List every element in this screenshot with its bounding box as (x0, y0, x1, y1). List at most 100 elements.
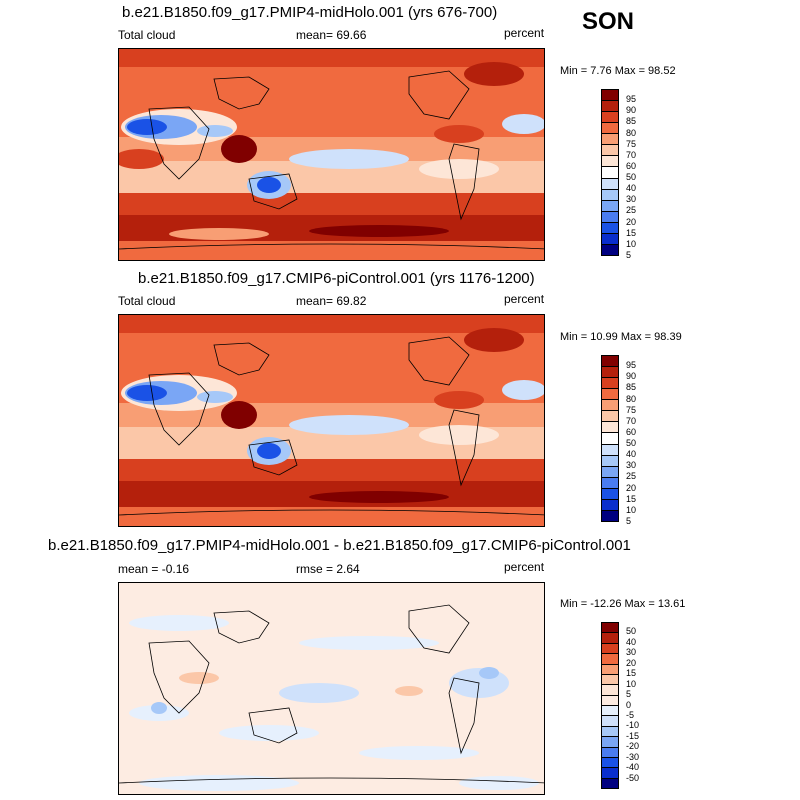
colorbar-swatch (602, 444, 618, 456)
colorbar-swatch (602, 433, 618, 445)
colorbar-swatch (602, 389, 618, 401)
colorbar-level-label: 15 (626, 227, 637, 238)
colorbar-swatch (602, 747, 618, 758)
colorbar-level-label: -15 (626, 730, 640, 741)
colorbar-level-label: 20 (626, 216, 637, 227)
colorbar-swatch (602, 477, 618, 489)
colorbar-level-label: 25 (626, 471, 637, 482)
colorbar-swatch (602, 716, 618, 727)
colorbar-level-label: 70 (626, 149, 637, 160)
colorbar-swatch (602, 167, 618, 179)
colorbar-swatch (602, 643, 618, 655)
colorbar-level-label: 80 (626, 393, 637, 404)
colorbar-level-label: -40 (626, 762, 640, 773)
colorbar-level-label: 40 (626, 449, 637, 460)
colorbar-swatch (602, 685, 618, 696)
colorbar-level-label: 0 (626, 699, 632, 710)
colorbar-level-label: 10 (626, 678, 637, 689)
panel1-units-label: percent (504, 26, 545, 40)
colorbar-level-label: 5 (626, 250, 632, 260)
colorbar-swatch (602, 695, 618, 706)
panel1-mean-label: mean= 69.66 (296, 28, 367, 42)
colorbar-level-label: 50 (626, 438, 637, 449)
colorbar-level-label: 90 (626, 105, 637, 116)
colorbar-level-label: 70 (626, 415, 637, 426)
panel1-variable-label: Total cloud (118, 28, 176, 42)
colorbar-swatch (602, 664, 618, 675)
colorbar-swatch (602, 455, 618, 467)
panel3-difference-map (118, 582, 545, 795)
colorbar-level-label: 30 (626, 647, 637, 658)
colorbar-swatch (602, 145, 618, 157)
panel1-minmax: Min = 7.76 Max = 98.52 (560, 65, 676, 77)
colorbar-level-label: 5 (626, 516, 632, 526)
colorbar-swatch (602, 778, 618, 788)
colorbar-swatch (602, 189, 618, 201)
colorbar-level-label: 75 (626, 138, 637, 149)
colorbar-swatch (602, 706, 618, 717)
colorbar-level-label: 60 (626, 426, 637, 437)
colorbar-swatch (602, 211, 618, 223)
colorbar-swatch (602, 400, 618, 412)
colorbar-swatch (602, 737, 618, 748)
colorbar-level-label: 10 (626, 238, 637, 249)
colorbar-swatch (602, 466, 618, 478)
panel3-minmax: Min = -12.26 Max = 13.61 (560, 598, 686, 610)
panel2-minmax: Min = 10.99 Max = 98.39 (560, 331, 682, 343)
colorbar-level-label: -5 (626, 709, 635, 720)
colorbar-level-label: 95 (626, 360, 637, 371)
colorbar-swatch (602, 499, 618, 511)
colorbar-level-label: 95 (626, 94, 637, 105)
colorbar-level-label: 20 (626, 657, 637, 668)
colorbar-swatch (602, 768, 618, 779)
panel1-cloud-map (118, 48, 545, 261)
colorbar-level-label: 25 (626, 205, 637, 216)
panel2-units-label: percent (504, 292, 545, 306)
colorbar-swatch (602, 123, 618, 135)
colorbar-swatch (602, 222, 618, 234)
colorbar-level-label: 30 (626, 460, 637, 471)
colorbar-swatch (602, 178, 618, 190)
colorbar-level-label: 40 (626, 183, 637, 194)
colorbar-level-label: 85 (626, 116, 637, 127)
colorbar-swatch (602, 367, 618, 379)
panel3-mean-label: mean = -0.16 (118, 562, 190, 576)
panel3-units-label: percent (504, 560, 545, 574)
colorbar-swatch (602, 233, 618, 245)
colorbar-level-label: 20 (626, 482, 637, 493)
colorbar-swatch (602, 674, 618, 686)
colorbar-swatch (602, 134, 618, 146)
panel2-variable-label: Total cloud (118, 294, 176, 308)
colorbar-swatch (602, 156, 618, 168)
colorbar-swatch (602, 654, 618, 665)
panel2-cloud-map (118, 314, 545, 527)
panel3-rmse-label: rmse = 2.64 (296, 562, 360, 576)
colorbar-level-label: 50 (626, 626, 637, 637)
colorbar-swatch (602, 510, 618, 521)
colorbar-level-label: 85 (626, 382, 637, 393)
panel2-mean-label: mean= 69.82 (296, 294, 367, 308)
colorbar-level-label: 15 (626, 493, 637, 504)
colorbar-swatch (602, 244, 618, 255)
colorbar-level-label: 15 (626, 668, 637, 679)
colorbar-level-label: 30 (626, 194, 637, 205)
colorbar-swatch (602, 101, 618, 113)
colorbar-swatch (602, 488, 618, 500)
colorbar-level-label: 10 (626, 504, 637, 515)
colorbar-level-label: 50 (626, 172, 637, 183)
colorbar-swatch (602, 623, 618, 634)
panel1-title: b.e21.B1850.f09_g17.PMIP4-midHolo.001 (y… (122, 4, 498, 21)
colorbar-swatch (602, 378, 618, 390)
panel3-colorbar (601, 622, 619, 789)
colorbar-swatch (602, 726, 618, 738)
colorbar-level-label: 90 (626, 371, 637, 382)
colorbar-level-label: 60 (626, 160, 637, 171)
colorbar-swatch (602, 633, 618, 644)
colorbar-swatch (602, 411, 618, 423)
colorbar-swatch (602, 422, 618, 434)
colorbar-level-label: -50 (626, 772, 640, 783)
colorbar-swatch (602, 90, 618, 102)
colorbar-level-label: -20 (626, 741, 640, 752)
colorbar-level-label: -10 (626, 720, 640, 731)
colorbar-level-label: 80 (626, 127, 637, 138)
